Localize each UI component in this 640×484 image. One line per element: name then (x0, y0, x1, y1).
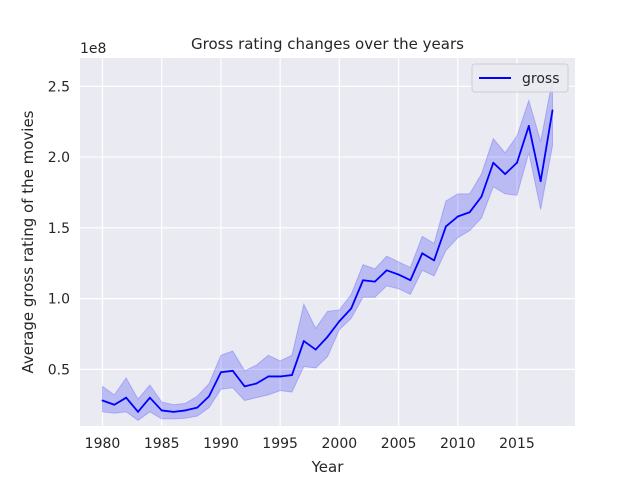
data-point (302, 340, 305, 342)
data-point (279, 375, 282, 378)
legend: gross (471, 63, 569, 93)
plot-background (80, 58, 575, 426)
x-tick-label: 1990 (203, 436, 239, 452)
data-point (551, 109, 554, 112)
chart-title: Gross rating changes over the years (191, 35, 464, 53)
data-point (243, 385, 246, 388)
y-tick-label: 0.5 (48, 362, 70, 378)
x-axis-label: Year (311, 458, 345, 476)
y-tick-label: 1.0 (48, 292, 70, 308)
data-point (291, 374, 293, 376)
x-tick-label: 2005 (381, 436, 417, 452)
data-point (101, 399, 104, 402)
data-point (468, 211, 471, 214)
data-point (113, 403, 116, 406)
x-tick-labels: 1980 1985 1990 1995 2000 2005 2010 2015 (85, 436, 535, 452)
data-point (492, 161, 495, 164)
y-offset-label: 1e8 (80, 41, 106, 57)
x-tick-label: 1985 (144, 436, 180, 452)
x-tick-label: 2015 (499, 436, 535, 452)
data-point (409, 279, 412, 282)
y-tick-labels: 0.5 1.0 1.5 2.0 2.5 (48, 79, 70, 378)
data-point (172, 410, 175, 413)
data-point (397, 273, 400, 276)
data-point (160, 409, 163, 412)
data-point (516, 161, 518, 164)
legend-label-gross: gross (522, 71, 560, 87)
data-point (184, 409, 187, 412)
data-point (362, 279, 364, 282)
y-tick-label: 2.5 (48, 79, 70, 95)
legend-box (471, 63, 569, 93)
y-tick-label: 2.0 (48, 150, 70, 166)
data-point (208, 395, 210, 398)
x-tick-label: 2010 (440, 436, 476, 452)
y-axis-label: Average gross rating of the movies (19, 110, 37, 373)
data-point (125, 396, 128, 399)
data-point (267, 375, 270, 378)
series-layer (101, 79, 554, 421)
data-point (385, 269, 388, 272)
data-point (421, 252, 424, 255)
confidence-band-gross (102, 79, 553, 421)
data-point (220, 371, 222, 374)
x-tick-label: 2000 (322, 436, 358, 452)
data-point (326, 335, 329, 338)
data-point (255, 382, 258, 385)
y-tick-label: 1.5 (48, 221, 70, 237)
data-point (527, 125, 530, 127)
data-point (338, 320, 341, 323)
data-point (231, 369, 234, 372)
x-tick-label: 1980 (85, 436, 121, 452)
data-point (456, 215, 459, 218)
data-point (137, 410, 139, 413)
data-point (314, 348, 317, 351)
data-point (196, 406, 199, 409)
x-tick-label: 1995 (262, 436, 298, 452)
data-point (504, 173, 507, 175)
data-point (480, 195, 483, 198)
data-point (373, 280, 376, 283)
data-point (445, 225, 447, 228)
data-point (433, 259, 435, 262)
data-point (350, 307, 353, 310)
data-point (148, 396, 151, 399)
data-point (539, 180, 542, 183)
